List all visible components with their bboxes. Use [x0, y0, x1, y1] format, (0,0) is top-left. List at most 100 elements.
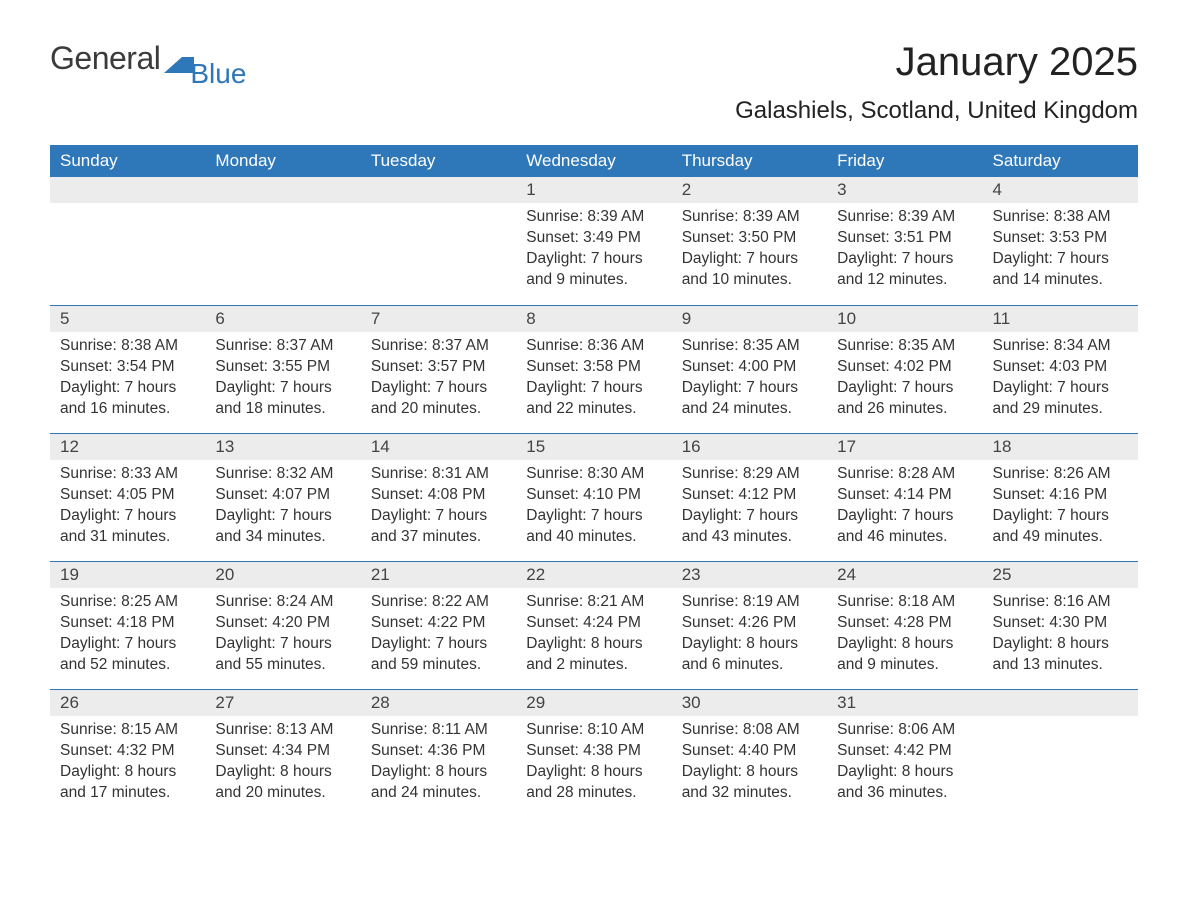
day-sunrise: Sunrise: 8:35 AM: [837, 336, 972, 357]
day-sunrise: Sunrise: 8:18 AM: [837, 592, 972, 613]
day-sunset: Sunset: 4:36 PM: [371, 741, 506, 762]
day-number: 3: [827, 177, 982, 203]
day-cell: 14Sunrise: 8:31 AMSunset: 4:08 PMDayligh…: [361, 434, 516, 561]
day-d1: Daylight: 7 hours: [215, 634, 350, 655]
day-sunrise: Sunrise: 8:25 AM: [60, 592, 195, 613]
day-cell: 1Sunrise: 8:39 AMSunset: 3:49 PMDaylight…: [516, 177, 671, 305]
day-d1: Daylight: 8 hours: [993, 634, 1128, 655]
day-d1: Daylight: 8 hours: [837, 634, 972, 655]
day-number: 28: [361, 690, 516, 716]
day-number: 24: [827, 562, 982, 588]
day-d2: and 49 minutes.: [993, 527, 1128, 548]
day-body: Sunrise: 8:34 AMSunset: 4:03 PMDaylight:…: [983, 332, 1138, 428]
day-d1: Daylight: 7 hours: [526, 506, 661, 527]
day-sunset: Sunset: 4:08 PM: [371, 485, 506, 506]
day-cell: 7Sunrise: 8:37 AMSunset: 3:57 PMDaylight…: [361, 306, 516, 433]
day-d1: Daylight: 7 hours: [682, 506, 817, 527]
day-sunset: Sunset: 4:22 PM: [371, 613, 506, 634]
day-d2: and 14 minutes.: [993, 270, 1128, 291]
day-sunrise: Sunrise: 8:26 AM: [993, 464, 1128, 485]
day-d1: Daylight: 8 hours: [837, 762, 972, 783]
day-d2: and 59 minutes.: [371, 655, 506, 676]
week-row: 26Sunrise: 8:15 AMSunset: 4:32 PMDayligh…: [50, 689, 1138, 817]
weekday-cell: Friday: [827, 145, 982, 177]
day-d1: Daylight: 7 hours: [215, 506, 350, 527]
day-cell: 2Sunrise: 8:39 AMSunset: 3:50 PMDaylight…: [672, 177, 827, 305]
day-sunrise: Sunrise: 8:15 AM: [60, 720, 195, 741]
day-cell: 13Sunrise: 8:32 AMSunset: 4:07 PMDayligh…: [205, 434, 360, 561]
day-body: Sunrise: 8:39 AMSunset: 3:51 PMDaylight:…: [827, 203, 982, 299]
day-d1: Daylight: 7 hours: [837, 249, 972, 270]
day-body: Sunrise: 8:33 AMSunset: 4:05 PMDaylight:…: [50, 460, 205, 556]
day-body: Sunrise: 8:06 AMSunset: 4:42 PMDaylight:…: [827, 716, 982, 812]
day-sunset: Sunset: 3:49 PM: [526, 228, 661, 249]
day-d2: and 20 minutes.: [371, 399, 506, 420]
day-sunset: Sunset: 4:32 PM: [60, 741, 195, 762]
day-d2: and 18 minutes.: [215, 399, 350, 420]
day-d1: Daylight: 7 hours: [993, 506, 1128, 527]
day-sunrise: Sunrise: 8:38 AM: [60, 336, 195, 357]
day-d1: Daylight: 8 hours: [682, 762, 817, 783]
day-number: 7: [361, 306, 516, 332]
day-sunrise: Sunrise: 8:11 AM: [371, 720, 506, 741]
day-number: 5: [50, 306, 205, 332]
day-d2: and 2 minutes.: [526, 655, 661, 676]
day-cell: 11Sunrise: 8:34 AMSunset: 4:03 PMDayligh…: [983, 306, 1138, 433]
day-body: Sunrise: 8:37 AMSunset: 3:57 PMDaylight:…: [361, 332, 516, 428]
day-d2: and 13 minutes.: [993, 655, 1128, 676]
day-d2: and 22 minutes.: [526, 399, 661, 420]
day-number: 19: [50, 562, 205, 588]
weeks-container: 1Sunrise: 8:39 AMSunset: 3:49 PMDaylight…: [50, 177, 1138, 817]
weekday-cell: Thursday: [672, 145, 827, 177]
day-d1: Daylight: 8 hours: [682, 634, 817, 655]
day-d1: Daylight: 8 hours: [526, 762, 661, 783]
day-sunset: Sunset: 3:57 PM: [371, 357, 506, 378]
day-sunrise: Sunrise: 8:21 AM: [526, 592, 661, 613]
day-number-empty: [50, 177, 205, 203]
day-sunset: Sunset: 4:07 PM: [215, 485, 350, 506]
day-sunset: Sunset: 4:26 PM: [682, 613, 817, 634]
week-row: 19Sunrise: 8:25 AMSunset: 4:18 PMDayligh…: [50, 561, 1138, 689]
day-number: 11: [983, 306, 1138, 332]
day-number: 16: [672, 434, 827, 460]
day-body: Sunrise: 8:11 AMSunset: 4:36 PMDaylight:…: [361, 716, 516, 812]
day-sunset: Sunset: 4:28 PM: [837, 613, 972, 634]
weekday-cell: Tuesday: [361, 145, 516, 177]
day-d2: and 26 minutes.: [837, 399, 972, 420]
day-sunset: Sunset: 4:20 PM: [215, 613, 350, 634]
day-number: 21: [361, 562, 516, 588]
day-cell: 27Sunrise: 8:13 AMSunset: 4:34 PMDayligh…: [205, 690, 360, 817]
day-cell: 22Sunrise: 8:21 AMSunset: 4:24 PMDayligh…: [516, 562, 671, 689]
day-sunset: Sunset: 3:55 PM: [215, 357, 350, 378]
day-sunset: Sunset: 3:58 PM: [526, 357, 661, 378]
location-subtitle: Galashiels, Scotland, United Kingdom: [735, 97, 1138, 125]
day-sunset: Sunset: 4:38 PM: [526, 741, 661, 762]
day-body: Sunrise: 8:15 AMSunset: 4:32 PMDaylight:…: [50, 716, 205, 812]
day-cell: 18Sunrise: 8:26 AMSunset: 4:16 PMDayligh…: [983, 434, 1138, 561]
day-sunrise: Sunrise: 8:08 AM: [682, 720, 817, 741]
month-title: January 2025: [735, 40, 1138, 85]
day-body: Sunrise: 8:28 AMSunset: 4:14 PMDaylight:…: [827, 460, 982, 556]
day-cell: 19Sunrise: 8:25 AMSunset: 4:18 PMDayligh…: [50, 562, 205, 689]
day-sunrise: Sunrise: 8:30 AM: [526, 464, 661, 485]
day-cell: 30Sunrise: 8:08 AMSunset: 4:40 PMDayligh…: [672, 690, 827, 817]
day-sunrise: Sunrise: 8:28 AM: [837, 464, 972, 485]
day-number: 20: [205, 562, 360, 588]
day-sunrise: Sunrise: 8:24 AM: [215, 592, 350, 613]
day-d2: and 16 minutes.: [60, 399, 195, 420]
day-number: 23: [672, 562, 827, 588]
day-sunset: Sunset: 4:12 PM: [682, 485, 817, 506]
week-row: 5Sunrise: 8:38 AMSunset: 3:54 PMDaylight…: [50, 305, 1138, 433]
day-sunrise: Sunrise: 8:36 AM: [526, 336, 661, 357]
day-sunrise: Sunrise: 8:39 AM: [837, 207, 972, 228]
weekday-cell: Saturday: [983, 145, 1138, 177]
week-row: 12Sunrise: 8:33 AMSunset: 4:05 PMDayligh…: [50, 433, 1138, 561]
day-cell: [361, 177, 516, 305]
day-sunrise: Sunrise: 8:39 AM: [682, 207, 817, 228]
day-body: Sunrise: 8:13 AMSunset: 4:34 PMDaylight:…: [205, 716, 360, 812]
day-body: Sunrise: 8:35 AMSunset: 4:00 PMDaylight:…: [672, 332, 827, 428]
day-number: 25: [983, 562, 1138, 588]
day-sunset: Sunset: 4:40 PM: [682, 741, 817, 762]
day-body: Sunrise: 8:21 AMSunset: 4:24 PMDaylight:…: [516, 588, 671, 684]
day-number: 29: [516, 690, 671, 716]
